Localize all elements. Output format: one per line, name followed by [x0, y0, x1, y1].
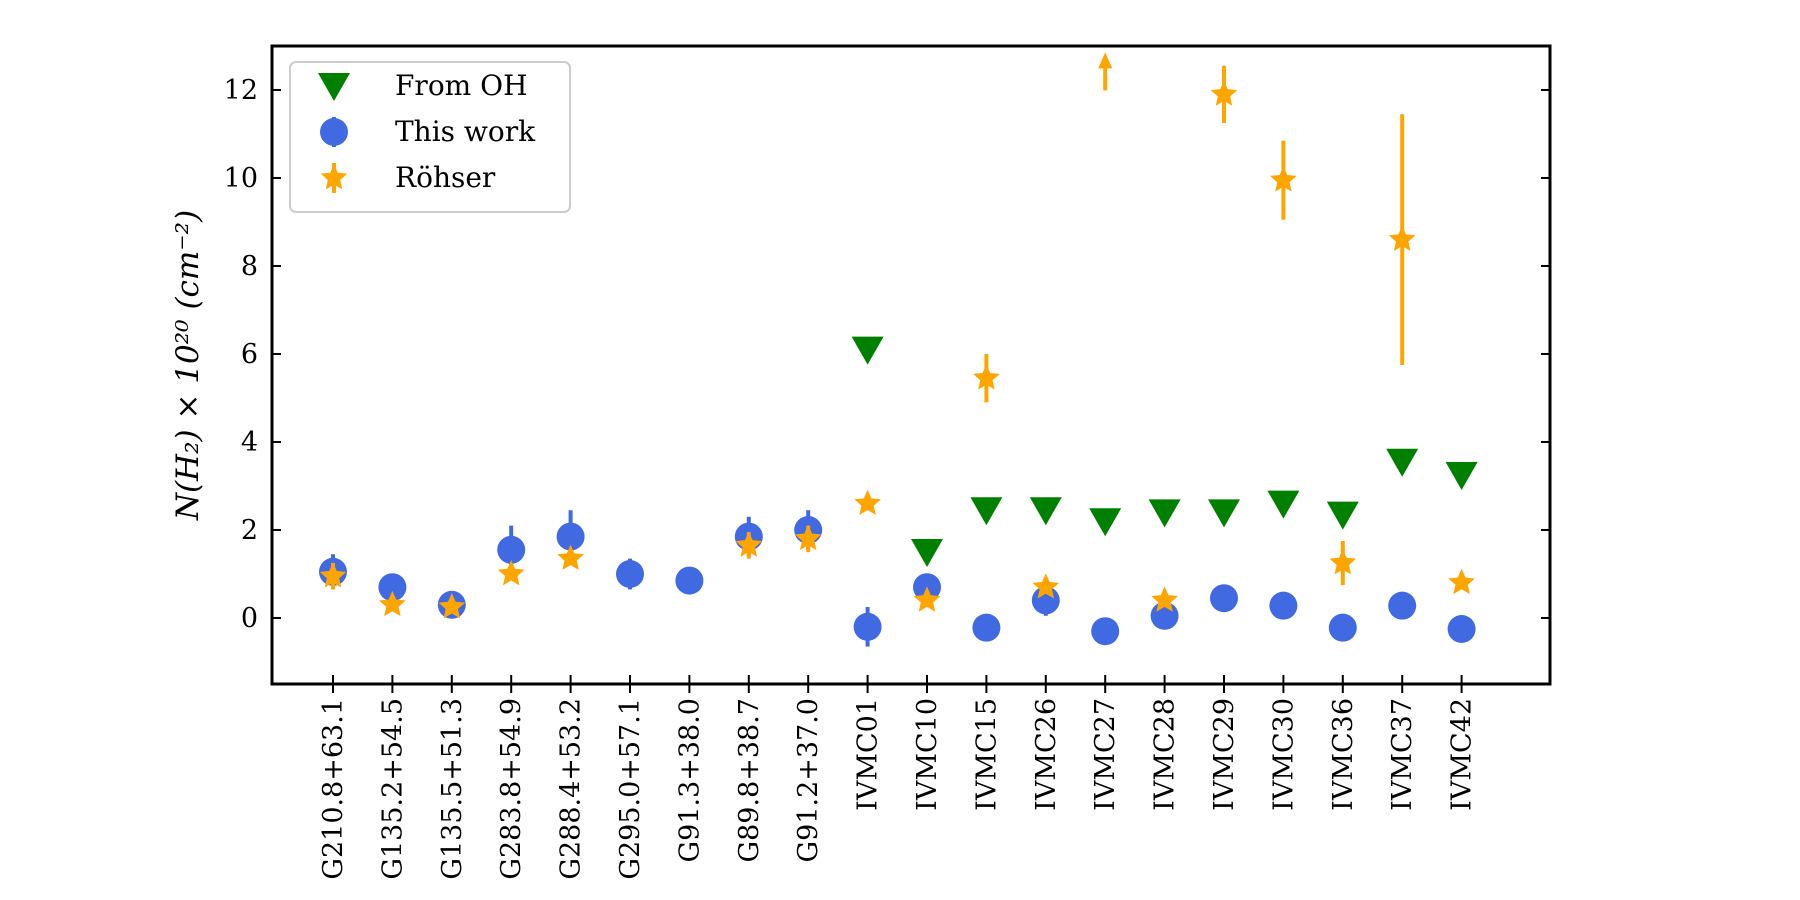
from-oh-point — [1029, 497, 1062, 526]
from-oh-point — [1445, 462, 1478, 490]
legend-from-oh-label: From OH — [395, 69, 528, 102]
r-hser-point — [794, 524, 822, 551]
this-work-point — [1091, 617, 1120, 646]
x-tick-label: G135.2+54.5 — [377, 698, 408, 880]
this-work-point — [1210, 584, 1238, 613]
x-tick-label: G283.8+54.9 — [496, 698, 527, 880]
this-work-point — [556, 522, 585, 551]
from-oh-point — [1148, 499, 1181, 528]
this-work-point — [378, 573, 407, 602]
x-tick-label: G91.2+37.0 — [793, 698, 824, 862]
this-work-point — [1328, 613, 1357, 642]
x-tick-label: G89.8+38.7 — [734, 698, 765, 862]
this-work-point — [497, 535, 526, 564]
y-axis-ticks: 0 2 4 6 8 10 12 — [224, 75, 1550, 634]
x-tick-label: IVMC15 — [971, 698, 1002, 811]
this-work-point — [972, 613, 1001, 642]
this-work-point — [616, 560, 644, 588]
r-hser-point — [1151, 586, 1178, 612]
x-axis-ticks: G210.8+63.1 G135.2+54.5 G135.5+51.3 G283.8+… — [318, 675, 1478, 880]
data-marks — [319, 52, 1478, 647]
r-hser-point — [1329, 549, 1357, 575]
x-tick-label: IVMC27 — [1090, 698, 1121, 811]
r-hser-point — [497, 560, 525, 586]
from-oh-point — [1267, 490, 1300, 519]
from-oh-point — [1386, 448, 1419, 477]
x-tick-label: IVMC36 — [1328, 698, 1359, 811]
from-oh-point — [851, 336, 884, 365]
r-hser-point — [557, 544, 584, 570]
legend-from-oh-marker — [318, 73, 350, 101]
y-tick-label: 8 — [241, 251, 258, 282]
x-tick-label: IVMC01 — [853, 698, 884, 811]
plot-frame — [270, 44, 1552, 686]
legend-this-work-marker — [320, 118, 348, 146]
y-tick-label: 0 — [241, 603, 258, 634]
legend-r-hser-label: Röhser — [395, 161, 496, 194]
from-oh-point — [1089, 508, 1122, 537]
x-tick-label: G295.0+57.1 — [615, 698, 646, 880]
y-tick-label: 4 — [241, 427, 258, 458]
y-axis-label: N(H₂) × 10²⁰ (cm⁻²) — [170, 210, 206, 521]
y-tick-label: 10 — [224, 163, 258, 194]
x-tick-label: IVMC30 — [1268, 698, 1299, 811]
y-tick-label: 2 — [241, 515, 258, 546]
from-oh-point — [911, 539, 943, 567]
r-hser-point — [1032, 573, 1060, 599]
x-tick-label: IVMC10 — [912, 698, 943, 811]
x-tick-label: IVMC37 — [1387, 698, 1418, 811]
y-tick-label: 6 — [241, 339, 258, 370]
r-hser-point — [319, 562, 347, 588]
r-hser-point — [1448, 568, 1475, 595]
this-work-point — [675, 566, 704, 595]
from-oh-point — [1208, 499, 1240, 528]
this-work-point — [1447, 615, 1476, 643]
r-hser-point — [379, 590, 406, 617]
r-hser-point — [854, 489, 881, 515]
this-work-point — [853, 612, 882, 641]
x-tick-label: G288.4+53.2 — [556, 698, 587, 880]
r-hser-point — [735, 531, 763, 557]
legend: From OH This work Röhser — [289, 61, 571, 213]
x-tick-label: G210.8+63.1 — [318, 698, 349, 880]
this-work-point — [1269, 591, 1298, 620]
r-hser-point — [1270, 166, 1297, 192]
r-hser-point — [913, 586, 941, 612]
r-hser-point — [973, 364, 1000, 390]
x-tick-label: IVMC42 — [1447, 698, 1478, 811]
y-tick-label: 12 — [224, 75, 258, 106]
x-tick-label: G91.3+38.0 — [674, 698, 705, 862]
from-oh-point — [1326, 501, 1359, 530]
r-hser-limit-arrow-head — [1098, 52, 1113, 69]
x-tick-label: G135.5+51.3 — [437, 698, 468, 880]
x-tick-label: IVMC26 — [1031, 698, 1062, 811]
legend-box — [289, 61, 571, 213]
legend-r-hser-marker — [320, 164, 348, 190]
r-hser-point — [1210, 80, 1238, 106]
legend-this-work-label: This work — [395, 115, 536, 148]
r-hser-point — [438, 593, 466, 619]
from-oh-point — [970, 497, 1003, 526]
this-work-point — [1388, 591, 1417, 620]
x-tick-label: IVMC29 — [1209, 698, 1240, 811]
x-tick-label: IVMC28 — [1150, 698, 1181, 811]
r-hser-point — [1388, 225, 1416, 251]
